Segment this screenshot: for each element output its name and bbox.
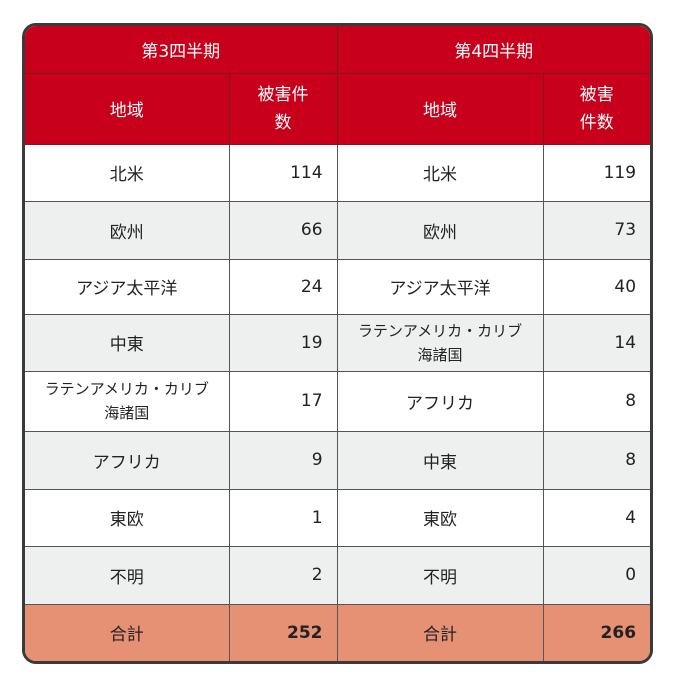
table-row: 中東 19 ラテンアメリカ・カリブ海諸国 14 — [25, 313, 650, 372]
q3-header: 第3四半期 — [25, 26, 338, 74]
count-cell: 119 — [542, 143, 650, 202]
region-cell: 不明 — [25, 545, 230, 604]
count-cell: 8 — [542, 430, 650, 490]
table-row: ラテンアメリカ・カリブ海諸国 17 アフリカ 8 — [25, 370, 650, 432]
total-row: 合計 252 合計 266 — [25, 603, 650, 661]
count-cell: 4 — [542, 488, 650, 547]
region-cell: アフリカ — [336, 370, 544, 432]
region-cell: 中東 — [25, 313, 230, 372]
region-cell: 欧州 — [25, 200, 230, 260]
count-cell: 8 — [542, 370, 650, 432]
q3-region-header: 地域 — [25, 72, 230, 145]
count-cell: 2 — [228, 545, 338, 604]
table-row: 北米 114 北米 119 — [25, 143, 650, 202]
region-cell: ラテンアメリカ・カリブ海諸国 — [336, 313, 544, 372]
q3-count-header: 被害件数 — [228, 72, 338, 145]
region-cell: 欧州 — [336, 200, 544, 260]
table-row: 不明 2 不明 0 — [25, 545, 650, 604]
region-cell: アジア太平洋 — [25, 258, 230, 315]
region-cell: 東欧 — [25, 488, 230, 547]
count-cell: 14 — [542, 313, 650, 372]
q3-total-value: 252 — [228, 603, 338, 661]
count-cell: 9 — [228, 430, 338, 490]
region-cell: ラテンアメリカ・カリブ海諸国 — [25, 370, 230, 432]
count-cell: 73 — [542, 200, 650, 260]
table-row: 欧州 66 欧州 73 — [25, 200, 650, 260]
q4-region-header: 地域 — [336, 72, 544, 145]
q4-count-header: 被害件数 — [542, 72, 650, 145]
table-row: アジア太平洋 24 アジア太平洋 40 — [25, 258, 650, 315]
region-cell: 中東 — [336, 430, 544, 490]
q4-header: 第4四半期 — [336, 26, 650, 74]
damage-table: 第3四半期 第4四半期 地域 被害件数 地域 被害件数 北米 114 北米 119 欧州… — [25, 26, 650, 661]
q4-total-value: 266 — [542, 603, 650, 661]
count-cell: 1 — [228, 488, 338, 547]
region-cell: 北米 — [25, 143, 230, 202]
count-cell: 17 — [228, 370, 338, 432]
count-cell: 19 — [228, 313, 338, 372]
table-row: アフリカ 9 中東 8 — [25, 430, 650, 490]
region-cell: 北米 — [336, 143, 544, 202]
count-cell: 0 — [542, 545, 650, 604]
damage-table-container: 第3四半期 第4四半期 地域 被害件数 地域 被害件数 北米 114 北米 119 欧州… — [22, 23, 653, 664]
count-cell: 40 — [542, 258, 650, 315]
region-cell: 東欧 — [336, 488, 544, 547]
count-cell: 114 — [228, 143, 338, 202]
table-row: 東欧 1 東欧 4 — [25, 488, 650, 547]
region-cell: 不明 — [336, 545, 544, 604]
q4-total-label: 合計 — [336, 603, 544, 661]
region-cell: アジア太平洋 — [336, 258, 544, 315]
count-cell: 24 — [228, 258, 338, 315]
count-cell: 66 — [228, 200, 338, 260]
region-cell: アフリカ — [25, 430, 230, 490]
q3-total-label: 合計 — [25, 603, 230, 661]
